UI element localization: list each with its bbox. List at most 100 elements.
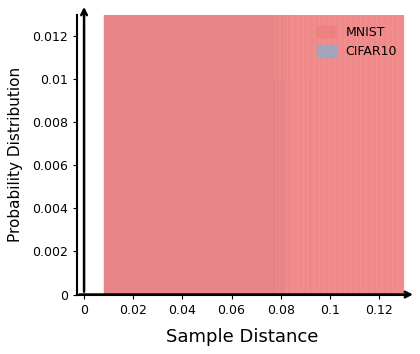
Bar	[121, 0, 122, 295]
Bar	[130, 0, 131, 295]
Bar	[194, 0, 195, 295]
Bar	[291, 0, 292, 295]
Bar	[249, 0, 251, 295]
Bar	[129, 0, 130, 295]
Bar	[205, 0, 206, 295]
Bar	[253, 0, 254, 295]
Bar	[123, 0, 125, 295]
Bar	[184, 0, 185, 295]
Bar	[302, 0, 304, 295]
Bar	[174, 0, 175, 295]
Bar	[127, 0, 129, 295]
Bar	[283, 80, 284, 295]
Bar	[246, 0, 247, 295]
Bar	[157, 0, 158, 295]
Bar	[290, 0, 291, 295]
Bar	[117, 0, 118, 295]
Bar	[217, 0, 218, 295]
Bar	[267, 0, 268, 295]
Bar	[225, 0, 226, 295]
Bar	[392, 0, 394, 295]
Bar	[180, 0, 181, 295]
Bar	[317, 0, 318, 295]
Bar	[255, 0, 257, 295]
Bar	[254, 0, 255, 295]
Bar	[310, 80, 311, 295]
Bar	[189, 0, 190, 295]
Bar	[296, 0, 297, 295]
Bar	[305, 0, 306, 295]
Bar	[138, 0, 139, 295]
Bar	[172, 0, 173, 295]
Bar	[269, 0, 270, 295]
Bar	[106, 0, 108, 295]
Bar	[214, 0, 215, 295]
Bar	[196, 0, 197, 295]
Bar	[395, 0, 396, 295]
Bar	[375, 0, 376, 295]
Bar	[254, 0, 255, 295]
Bar	[168, 0, 169, 295]
Bar	[207, 0, 209, 295]
Bar	[322, 0, 323, 295]
Bar	[193, 0, 194, 295]
Bar	[239, 0, 241, 295]
Bar	[139, 0, 141, 295]
Bar	[320, 0, 321, 295]
Bar	[278, 0, 279, 295]
Bar	[332, 0, 333, 295]
Bar	[214, 0, 215, 295]
Bar	[151, 0, 152, 295]
Bar	[202, 0, 204, 295]
Bar	[164, 0, 165, 295]
Bar	[209, 0, 210, 295]
Bar	[365, 0, 367, 295]
Bar	[297, 0, 299, 295]
Bar	[165, 0, 167, 295]
Bar	[378, 0, 379, 295]
Bar	[342, 0, 343, 295]
Bar	[401, 0, 402, 295]
Bar	[159, 0, 160, 295]
Bar	[299, 0, 300, 295]
Bar	[373, 0, 374, 295]
Bar	[188, 0, 189, 295]
Bar	[334, 0, 336, 295]
Bar	[185, 0, 186, 295]
Bar	[385, 0, 386, 295]
Bar	[110, 0, 111, 295]
Bar	[122, 0, 123, 295]
Bar	[131, 0, 132, 295]
Bar	[130, 0, 131, 295]
Bar	[318, 0, 320, 295]
Bar	[323, 0, 325, 295]
Bar	[336, 0, 337, 295]
Bar	[202, 0, 204, 295]
Bar	[178, 0, 179, 295]
Bar	[162, 0, 163, 295]
Bar	[109, 0, 110, 295]
Bar	[402, 0, 404, 295]
Bar	[152, 0, 153, 295]
Bar	[234, 0, 236, 295]
Bar	[116, 0, 117, 295]
Bar	[230, 0, 231, 295]
Bar	[379, 0, 380, 295]
Bar	[201, 0, 202, 295]
Bar	[294, 0, 295, 295]
Bar	[268, 0, 269, 295]
Bar	[142, 0, 143, 295]
Bar	[292, 0, 294, 295]
Bar	[150, 0, 151, 295]
Bar	[281, 0, 283, 295]
Bar	[260, 0, 262, 295]
Bar	[153, 0, 155, 295]
Bar	[106, 0, 108, 295]
Bar	[248, 0, 249, 295]
Bar	[247, 0, 248, 295]
Bar	[186, 0, 188, 295]
Bar	[132, 0, 134, 295]
Bar	[352, 0, 353, 295]
Bar	[369, 0, 370, 295]
Bar	[280, 0, 281, 295]
